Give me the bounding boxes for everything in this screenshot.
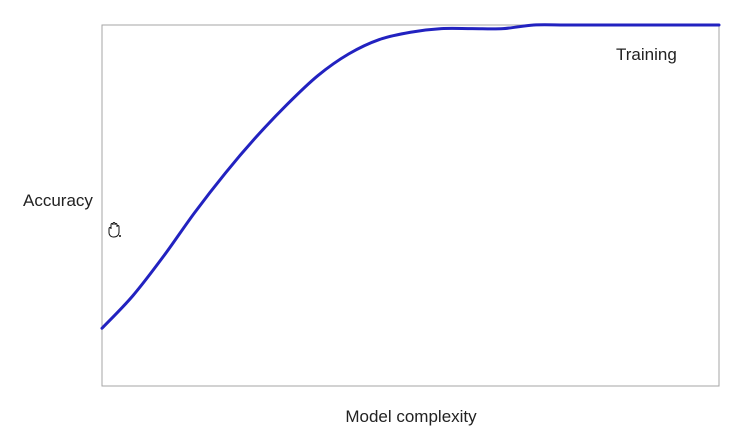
plot-area-frame <box>101 24 720 387</box>
x-axis-label: Model complexity <box>345 407 477 426</box>
hand-cursor-icon <box>108 222 121 238</box>
training-line <box>100 23 721 330</box>
y-axis-label: Accuracy <box>23 191 93 210</box>
series-label-training: Training <box>616 45 677 64</box>
